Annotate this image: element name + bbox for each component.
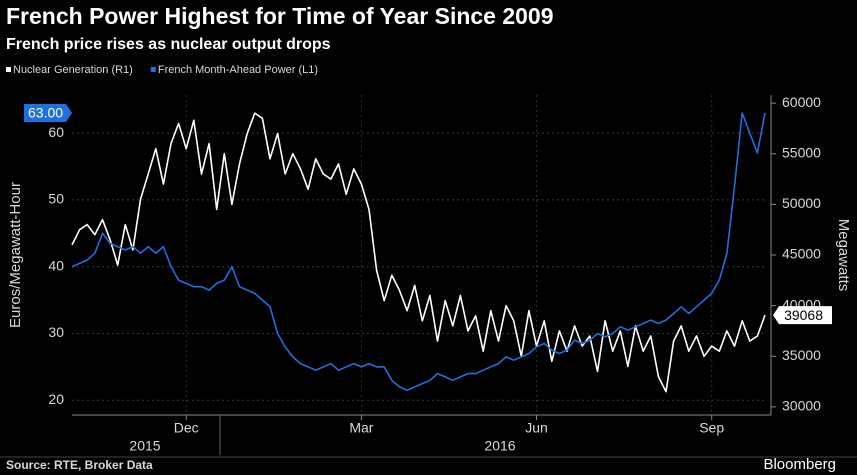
y-tick-label: 20 [48,391,64,407]
last-value-box [24,104,72,123]
legend-label: French Month-Ahead Power (L1) [158,64,318,76]
y2-tick-label: 30000 [782,398,821,414]
legend-swatch [6,67,11,72]
series-line [71,112,766,392]
series-line [71,112,766,393]
y2-tick-label: 50000 [782,195,821,211]
x-tick-label: Sep [699,420,724,436]
y-tick-label: 50 [48,191,64,207]
y-tick-label: 40 [48,257,64,273]
y-tick-label: 30 [48,324,64,340]
year-label: 2015 [129,438,160,454]
y2-tick-label: 45000 [782,246,821,262]
y2-tick-label: 60000 [782,94,821,110]
chart-subtitle: French price rises as nuclear output dro… [6,36,331,53]
legend-label: Nuclear Generation (R1) [13,64,133,76]
y-tick-label: 60 [48,124,64,140]
y2-tick-label: 35000 [782,347,821,363]
x-tick-label: Dec [174,420,199,436]
year-label: 2016 [484,438,515,454]
source: Source: RTE, Broker Data [6,458,153,472]
last-value-box [773,306,832,325]
legend-swatch [150,67,156,72]
y2-axis-title: Megawatts [835,219,852,292]
last-value-label: 39068 [784,307,823,323]
x-tick-label: Mar [349,420,373,436]
y2-tick-label: 55000 [782,144,821,160]
chart-title: French Power Highest for Time of Year Si… [6,3,554,29]
y-axis-title: Euros/Megawatt-Hour [7,182,24,328]
x-tick-label: Jun [525,420,548,436]
last-value-label: 63.00 [28,105,63,121]
brand: Bloomberg [763,456,836,473]
